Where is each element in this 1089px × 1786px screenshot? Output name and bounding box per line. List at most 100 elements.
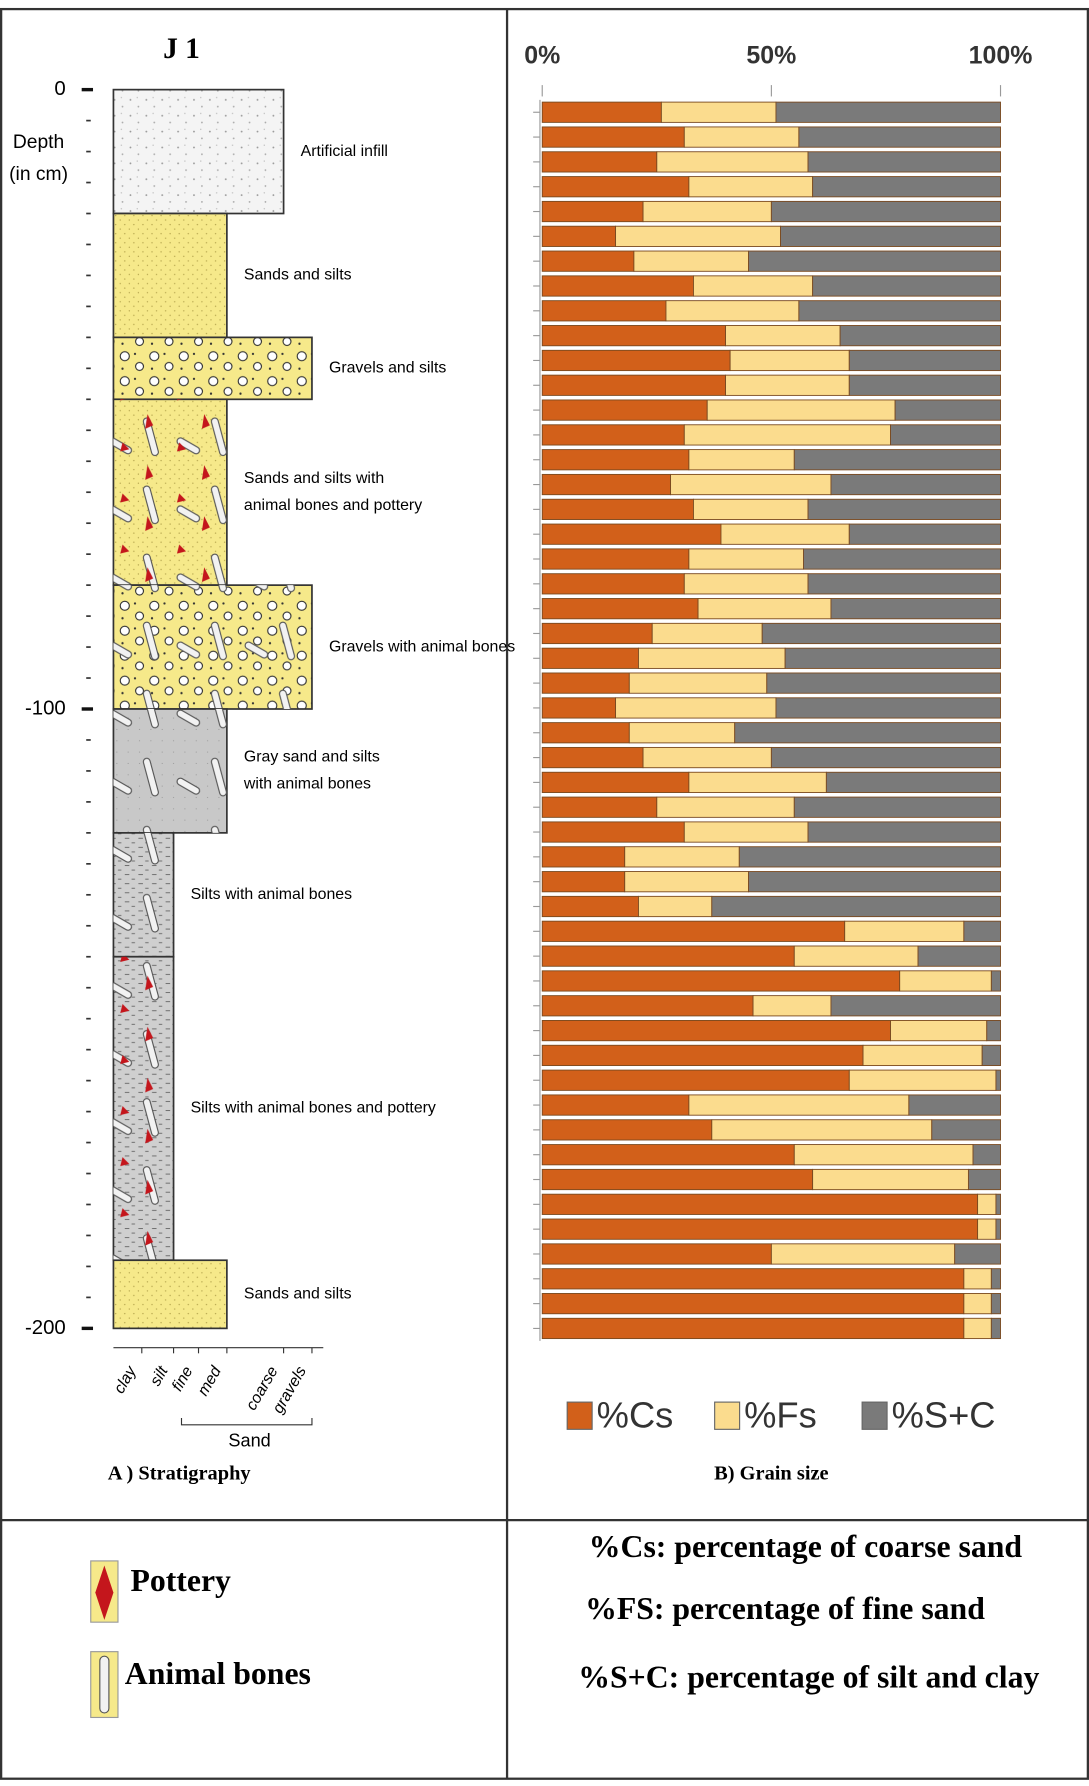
bar-segment <box>917 945 1001 967</box>
legend-swatch <box>566 1401 593 1430</box>
bar-segment <box>766 672 1001 694</box>
layer <box>112 336 313 401</box>
bar-segment <box>890 1020 988 1042</box>
bar-segment <box>541 126 685 148</box>
bar-segment <box>541 1044 864 1067</box>
bar-segment <box>615 697 777 719</box>
legend-swatch <box>714 1401 741 1430</box>
bar-segment <box>633 250 749 272</box>
bones <box>113 832 174 957</box>
bar-segment <box>541 573 685 595</box>
bar-segment <box>693 275 814 297</box>
layer <box>112 88 285 215</box>
definition: %S+C: percentage of silt and clay <box>578 1659 1039 1694</box>
bar-segment <box>812 275 1001 297</box>
legend-note: Animal bones <box>125 1656 311 1691</box>
bar-segment <box>725 325 841 347</box>
bar-segment <box>541 1268 965 1290</box>
bar-segment <box>752 995 832 1017</box>
bar-segment <box>761 622 1001 645</box>
bar-segment <box>899 970 992 992</box>
bar-segment <box>986 1020 1001 1042</box>
bar-segment <box>848 523 1001 545</box>
bar-segment <box>807 151 1001 173</box>
y-tick-label: 0 <box>54 78 65 100</box>
layer-label: animal bones and pottery <box>244 497 422 514</box>
bar-segment <box>748 871 1001 893</box>
bar-segment <box>830 995 1001 1017</box>
bar-segment <box>725 374 850 396</box>
bar-segment <box>541 275 694 297</box>
legend-label: %Cs <box>597 1395 674 1436</box>
bar-segment <box>693 498 809 520</box>
bar-segment <box>972 1144 1001 1166</box>
bar-segment <box>793 945 919 967</box>
pottery <box>113 399 227 586</box>
bar-segment <box>995 1218 1001 1240</box>
bones-icon <box>90 1651 119 1719</box>
x-tick-label: 50% <box>746 41 796 69</box>
bar-segment <box>894 399 1001 421</box>
bar-segment <box>807 821 1001 843</box>
bones <box>113 709 227 833</box>
bar-segment <box>541 647 639 669</box>
bar-segment <box>812 176 1001 198</box>
bar-segment <box>775 697 1001 719</box>
bar-segment <box>995 1193 1001 1215</box>
definition: %Cs: percentage of coarse sand <box>589 1529 1023 1564</box>
bar-segment <box>688 176 814 198</box>
bar-segment <box>711 1119 933 1141</box>
layer-label: with animal bones <box>243 776 371 793</box>
bar-segment <box>541 697 617 719</box>
layer <box>112 212 228 339</box>
bar-segment <box>541 374 727 396</box>
bar-segment <box>697 598 832 620</box>
bar-segment <box>541 1094 690 1116</box>
pottery-icon <box>90 1560 119 1623</box>
y-axis-label: Depth <box>13 132 64 153</box>
bar-segment <box>541 672 630 694</box>
layer-label: Silts with animal bones and pottery <box>191 1100 436 1117</box>
bar-segment <box>642 746 772 769</box>
bar-segment <box>665 300 800 322</box>
bar-segment <box>541 151 658 173</box>
bar-segment <box>981 1044 1001 1067</box>
bar-segment <box>541 1243 772 1265</box>
layer-label: Gravels and silts <box>329 360 446 377</box>
caption: A ) Stratigraphy <box>108 1462 251 1484</box>
bar-segment <box>688 548 804 570</box>
bar-segment <box>798 126 1001 148</box>
y-tick-label: -100 <box>25 697 66 719</box>
bar-segment <box>807 573 1001 595</box>
bar-segment <box>793 449 1001 471</box>
bar-segment <box>541 523 722 545</box>
bar-segment <box>683 126 800 148</box>
bar-segment <box>844 920 965 942</box>
bar-segment <box>720 523 850 545</box>
layer-label: Sands and silts <box>244 1285 352 1302</box>
bar-segment <box>541 920 846 942</box>
bar-segment <box>541 424 685 446</box>
bar-segment <box>638 647 786 669</box>
bar-segment <box>908 1094 1001 1116</box>
bar-segment <box>541 250 635 272</box>
group-label: Sand <box>228 1431 270 1451</box>
layer-label: Artificial infill <box>301 143 388 160</box>
bar-segment <box>683 573 809 595</box>
x-tick-label: 100% <box>969 41 1033 69</box>
bar-segment <box>651 622 763 645</box>
column-title: J 1 <box>163 33 200 65</box>
y-axis-label: (in cm) <box>9 164 68 185</box>
bar-segment <box>812 1168 969 1191</box>
bar-segment <box>541 300 667 322</box>
bar-segment <box>780 225 1001 247</box>
bar-segment <box>963 1317 992 1340</box>
bar-segment <box>541 1069 850 1091</box>
bar-segment <box>862 1044 983 1067</box>
bar-segment <box>628 722 736 744</box>
bar-segment <box>541 200 644 223</box>
bar-segment <box>541 101 662 123</box>
layer-label: Gray sand and silts <box>244 749 380 766</box>
bar-segment <box>628 672 768 694</box>
